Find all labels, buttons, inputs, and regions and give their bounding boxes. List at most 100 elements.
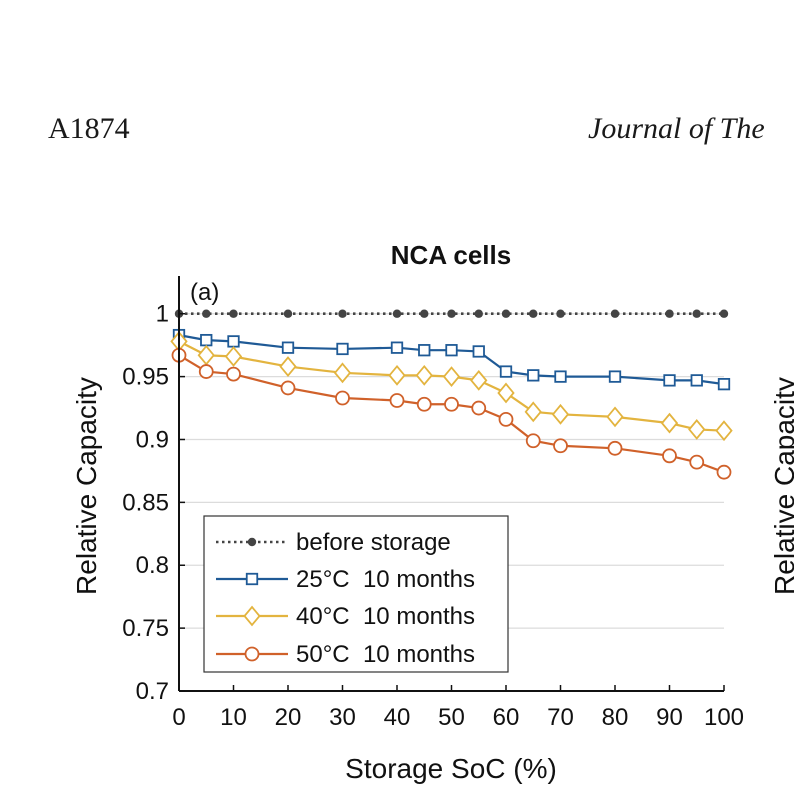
legend-label-square: 25°C 10 months [296,566,475,593]
data-point-dot [392,309,402,318]
y-tick-label: 0.95 [122,364,169,391]
data-point-square [527,369,540,382]
data-point-dot [692,309,701,318]
data-point-diamond [688,419,706,440]
legend-items: before storage 25°C 10 months 40°C 10 mont… [216,529,475,668]
data-point-circle [280,380,296,396]
data-point-circle [389,393,405,408]
data-point-diamond [279,356,297,377]
data-point-dot [719,309,729,318]
y-tick-label: 0.85 [122,489,169,516]
data-point-square [690,374,703,387]
data-point-square [390,341,404,354]
data-point-circle [416,396,432,412]
legend-label-diamond: 40°C 10 months [296,603,475,630]
data-point-circle [444,396,459,412]
data-point-circle [471,400,487,416]
data-point-dot [501,309,511,318]
y-tick-label: 0.9 [136,426,169,453]
journal-title-header: Journal of The [588,112,765,145]
y-tick-label: 0.75 [122,615,169,642]
y-axis-label: Relative Capacity [71,377,102,595]
data-point-dot [665,309,674,318]
data-point-diamond [442,366,461,388]
x-tick-label: 0 [172,704,185,731]
data-point-dot [447,309,456,318]
legend-label-dot: before storage [296,529,451,556]
data-point-dot [229,309,238,318]
series-line-square [178,334,725,386]
x-tick-label: 10 [220,704,247,731]
data-point-diamond [388,364,406,386]
data-point-square [227,335,240,348]
data-point-diamond [524,401,542,423]
data-point-diamond [660,412,679,434]
data-point-square [418,344,431,357]
x-tick-label: 60 [493,704,520,731]
data-point-square [608,370,622,383]
data-point-circle [498,411,514,427]
data-point-diamond [333,362,352,384]
x-axis-label: Storage SoC (%) [345,753,557,784]
data-point-diamond [415,364,433,386]
data-point-diamond [551,403,570,425]
legend-marker-diamond [243,605,261,627]
x-tick-label: 100 [704,704,744,731]
data-point-square [281,341,295,354]
x-tick-label: 40 [384,704,411,731]
right-panel-y-axis-label-clipped: Relative Capacity [769,377,794,595]
data-point-square [499,365,513,378]
data-point-square [717,378,731,391]
x-tick-label: 90 [656,704,683,731]
data-point-square [336,342,349,356]
data-point-dot [202,309,211,318]
series-line-diamond [178,340,725,432]
legend: before storage 25°C 10 months 40°C 10 mont… [203,515,509,673]
legend-label-circle: 50°C 10 months [296,641,475,668]
data-point-circle [662,448,677,464]
legend-marker-circle [244,646,260,662]
x-tick-label: 80 [602,704,629,731]
data-point-diamond [197,344,215,366]
data-point-dot [420,309,429,318]
data-point-circle [226,366,241,382]
data-point-dot [610,309,620,318]
x-tick-label: 20 [275,704,302,731]
data-point-square [554,370,567,383]
x-tick-label: 70 [547,704,574,731]
y-tick-label: 0.8 [136,552,169,579]
x-tick-label: 30 [329,704,356,731]
data-point-dot [556,309,565,318]
legend-marker-dot [247,537,257,547]
data-point-diamond [715,420,733,442]
data-point-circle [198,364,214,379]
data-point-diamond [497,382,515,404]
data-point-circle [689,454,705,470]
data-point-dot [474,309,483,318]
legend-marker-square [245,572,259,586]
page-number: A1874 [48,112,130,145]
series-line-circle [178,354,725,474]
data-point-square [472,345,485,358]
y-tick-label: 0.7 [136,678,169,705]
x-tick-label: 50 [438,704,465,731]
data-point-diamond [224,346,243,367]
data-point-circle [525,433,541,449]
data-point-diamond [606,406,624,428]
chart-title: NCA cells [391,240,511,270]
data-point-square [445,344,458,357]
data-point-circle [716,464,732,480]
series-layer [170,309,733,480]
panel-label: (a) [190,279,219,306]
data-point-circle [607,440,623,456]
data-point-square [663,374,676,387]
data-point-dot [283,309,293,318]
data-point-dot [529,309,538,318]
data-point-circle [553,438,568,454]
data-point-diamond [470,369,488,391]
data-point-circle [335,390,350,406]
data-point-square [200,333,213,347]
y-tick-label: 1 [156,301,169,328]
